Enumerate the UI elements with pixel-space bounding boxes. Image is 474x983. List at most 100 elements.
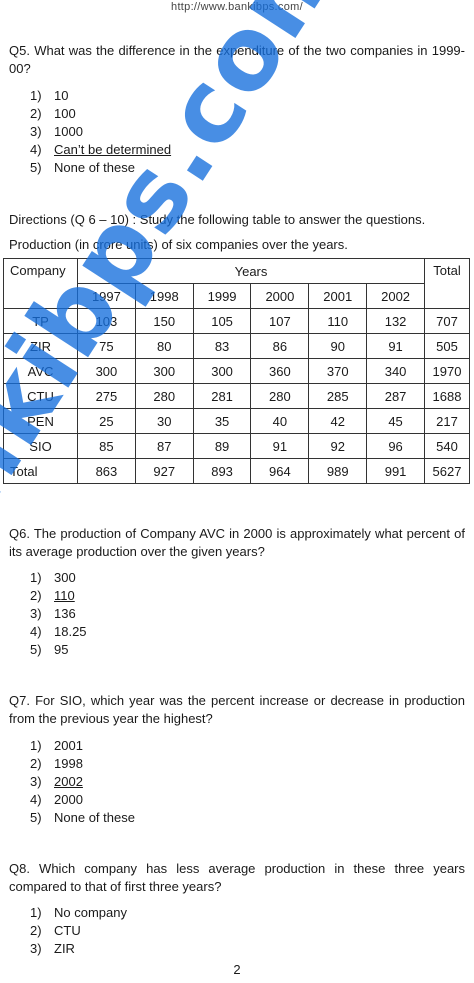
value-cell: 280 [250,383,310,409]
total-cell: 505 [424,333,470,359]
option: 1) 10 [30,88,69,103]
years-header: Years [77,258,425,284]
table-row: AVC 300 300 300 360 370 340 1970 [3,358,470,384]
company-cell: SIO [3,433,78,459]
option-underlined: 3) 2002 [30,774,83,789]
total-cell: 1970 [424,358,470,384]
value-cell: 80 [134,333,194,359]
year-cell: 1998 [134,283,194,309]
value-cell: 105 [192,308,252,334]
value-cell: 340 [366,358,425,384]
value-cell: 75 [77,333,136,359]
total-cell: 540 [424,433,470,459]
value-cell: 300 [134,358,194,384]
question-7-options: 1) 2001 2) 1998 3) 2002 4) 2000 5) None of th… [30,737,135,827]
company-cell: ZIR [3,333,78,359]
table-caption: Production (in crore units) of six compa… [9,237,348,252]
value-cell: 91 [366,333,425,359]
value-cell: 96 [366,433,425,459]
company-cell: TP [3,308,78,334]
option: 1) 2001 [30,738,83,753]
value-cell: 280 [134,383,194,409]
company-cell: AVC [3,358,78,384]
option: 5) 95 [30,642,69,657]
table-row: SIO 85 87 89 91 92 96 540 [3,433,470,459]
value-cell: 287 [366,383,425,409]
total-cell: 5627 [424,458,470,484]
total-cell: 707 [424,308,470,334]
value-cell: 110 [308,308,368,334]
table-total-row: Total 863 927 893 964 989 991 5627 [3,458,470,484]
total-cell: 217 [424,408,470,434]
value-cell: 25 [77,408,136,434]
value-cell: 83 [192,333,252,359]
value-cell: 42 [308,408,368,434]
value-cell: 150 [134,308,194,334]
year-cell: 2001 [308,283,368,309]
option: 2) CTU [30,923,81,938]
value-cell: 86 [250,333,310,359]
total-cell: 1688 [424,383,470,409]
option: 4) 18.25 [30,624,87,639]
directions-text: Directions (Q 6 – 10) : Study the follow… [9,212,426,227]
value-cell: 863 [77,458,136,484]
value-cell: 927 [134,458,194,484]
value-cell: 92 [308,433,368,459]
year-cell: 1999 [192,283,252,309]
value-cell: 991 [366,458,425,484]
question-8-text: Q8. Which company has less average produ… [9,861,465,894]
value-cell: 893 [192,458,252,484]
option: 5) None of these [30,160,135,175]
page-number: 2 [233,962,241,977]
value-cell: 103 [77,308,136,334]
value-cell: 40 [250,408,310,434]
question-7-text: Q7. For SIO, which year was the percent … [9,693,465,726]
option: 2) 1998 [30,756,83,771]
year-cell: 2002 [366,283,425,309]
year-cell: 2000 [250,283,310,309]
production-table: Company Years Total 1997 1998 1999 2000 … [3,258,470,484]
value-cell: 281 [192,383,252,409]
company-cell: PEN [3,408,78,434]
option-underlined: 2) 110 [30,588,75,603]
value-cell: 45 [366,408,425,434]
value-cell: 132 [366,308,425,334]
value-cell: 107 [250,308,310,334]
value-cell: 360 [250,358,310,384]
option: 3) 1000 [30,124,83,139]
value-cell: 285 [308,383,368,409]
value-cell: 85 [77,433,136,459]
table-row: CTU 275 280 281 280 285 287 1688 [3,383,470,409]
value-cell: 300 [192,358,252,384]
company-header: Company [3,258,78,309]
option: 4) 2000 [30,792,83,807]
option: 5) None of these [30,810,135,825]
value-cell: 964 [250,458,310,484]
value-cell: 370 [308,358,368,384]
value-cell: 30 [134,408,194,434]
value-cell: 989 [308,458,368,484]
value-cell: 300 [77,358,136,384]
value-cell: 90 [308,333,368,359]
total-label-cell: Total [3,458,78,484]
year-cell: 1997 [77,283,136,309]
option: 3) ZIR [30,941,75,956]
value-cell: 35 [192,408,252,434]
value-cell: 275 [77,383,136,409]
total-header: Total [424,258,470,309]
company-cell: CTU [3,383,78,409]
option-underlined: 4) Can’t be determined [30,142,172,157]
question-6-text: Q6. The production of Company AVC in 200… [9,526,465,559]
table-row: TP 103 150 105 107 110 132 707 [3,308,470,334]
option: 1) 300 [30,570,76,585]
question-8-options: 1) No company 2) CTU 3) ZIR [30,904,127,958]
question-5-options: 1) 10 2) 100 3) 1000 4) Can’t be determined … [30,87,171,177]
question-5-text: Q5. What was the difference in the expen… [9,43,465,76]
option: 1) No company [30,905,127,920]
value-cell: 89 [192,433,252,459]
option: 3) 136 [30,606,76,621]
table-row: ZIR 75 80 83 86 90 91 505 [3,333,470,359]
question-6-options: 1) 300 2) 110 3) 136 4) 18.25 5) 95 [30,569,87,659]
option: 2) 100 [30,106,76,121]
header-url: http://www.bankibps.com/ [171,1,303,13]
